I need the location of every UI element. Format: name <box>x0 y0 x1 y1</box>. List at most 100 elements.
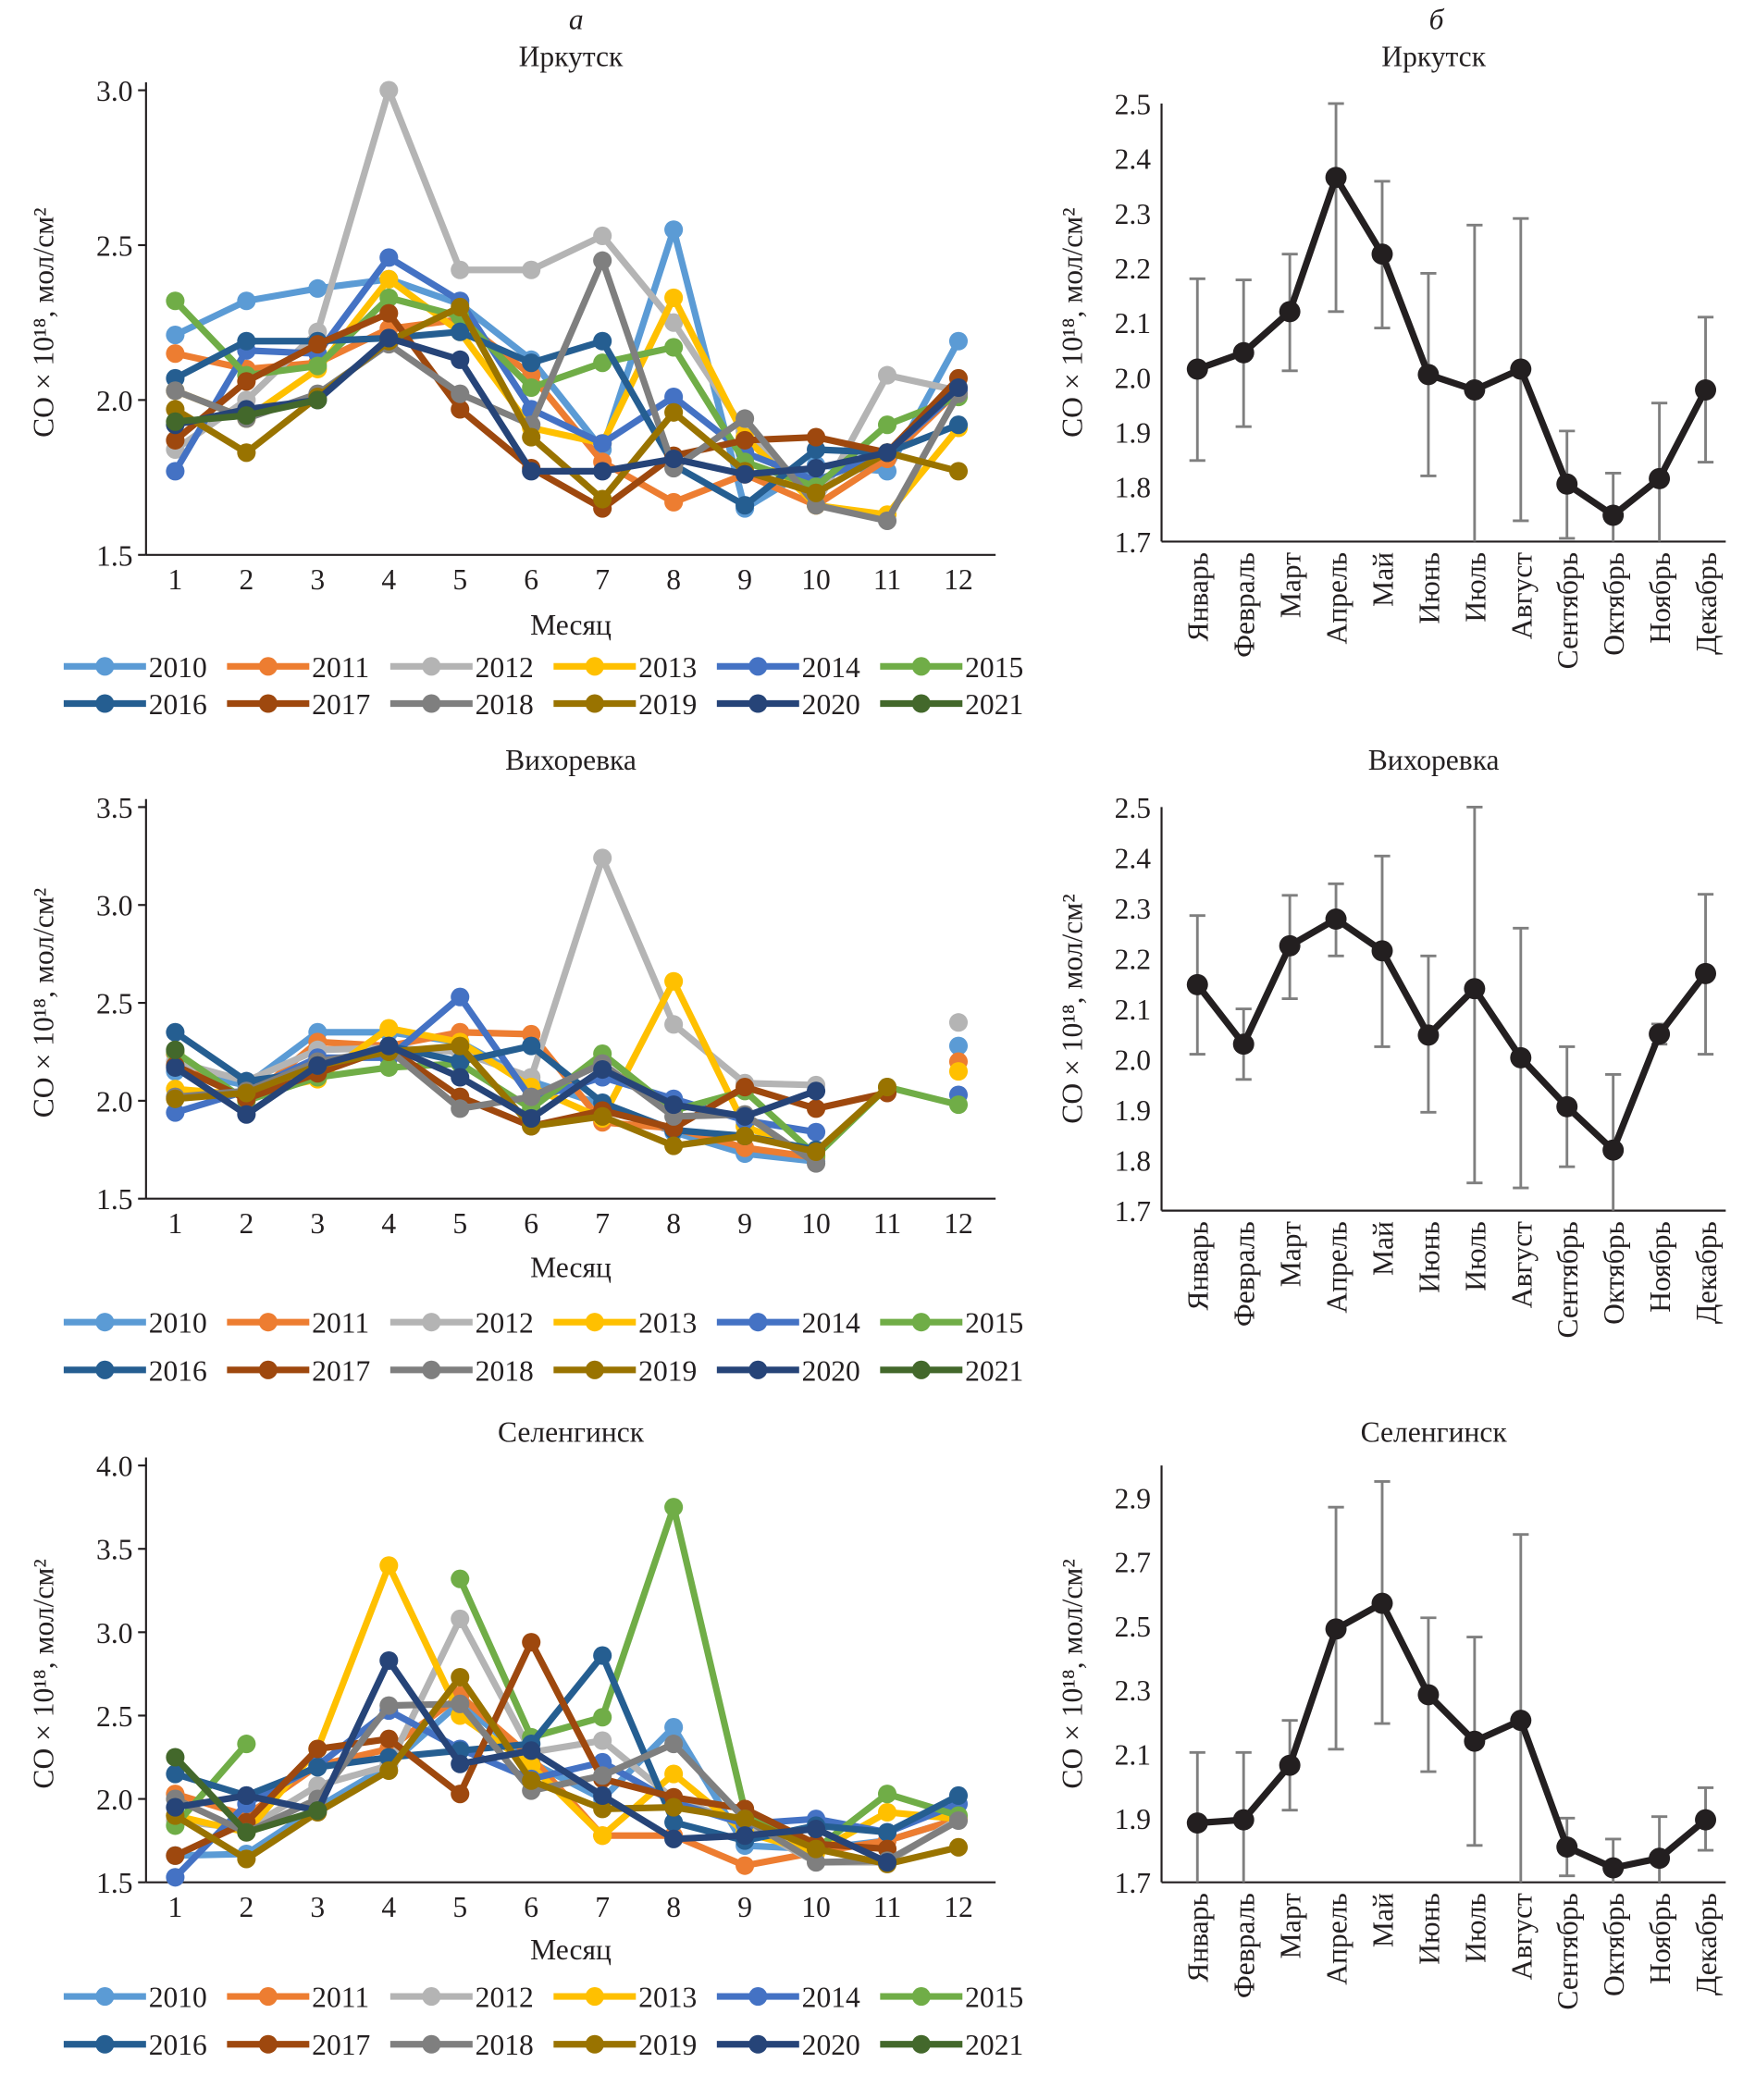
legend-label: 2016 <box>149 1354 207 1387</box>
chart-title: Селенгинск <box>498 1415 645 1448</box>
data-point <box>664 449 684 469</box>
legend-swatch-marker <box>911 1313 931 1332</box>
data-point <box>1279 301 1301 323</box>
data-point <box>877 415 897 435</box>
y-tick-label: 2.2 <box>1115 253 1151 285</box>
legend-label: 2019 <box>638 1354 697 1387</box>
data-point <box>877 511 897 531</box>
data-point <box>736 1810 755 1829</box>
y-axis-label: CO × 10¹⁸, мол/см² <box>27 888 59 1118</box>
x-tick-label: 10 <box>801 563 831 596</box>
panel-label-a: а <box>569 4 584 36</box>
x-tick-label: Апрель <box>1321 1893 1354 1985</box>
y-axis-label: CO × 10¹⁸, мол/см² <box>1056 1559 1088 1788</box>
data-point <box>522 377 541 398</box>
x-tick-label: 7 <box>595 563 610 596</box>
legend-swatch-marker <box>911 694 931 713</box>
data-point <box>308 356 328 376</box>
data-point <box>664 313 684 332</box>
y-tick-label: 2.1 <box>1115 1739 1151 1772</box>
y-tick-label: 3.0 <box>96 1617 132 1649</box>
legend-swatch-marker <box>748 657 768 676</box>
data-point <box>308 1056 328 1075</box>
data-point <box>166 1868 185 1887</box>
x-tick-label: 6 <box>524 1207 538 1240</box>
data-point <box>1279 1754 1301 1776</box>
series-2020 <box>166 1036 826 1128</box>
data-point <box>807 1819 826 1839</box>
data-point <box>237 291 256 311</box>
data-point <box>593 848 612 868</box>
legend-label: 2012 <box>476 1307 534 1340</box>
legend-label: 2017 <box>312 1354 370 1387</box>
y-tick-label: 2.5 <box>1115 1611 1151 1643</box>
x-tick-label: Май <box>1366 1893 1399 1947</box>
data-point <box>1417 1684 1440 1706</box>
x-tick-label: Сентябрь <box>1551 1221 1584 1338</box>
data-point <box>593 462 612 481</box>
data-point <box>664 1829 684 1848</box>
chart-3: Вихоревка 1.7 1.8 1.9 2.0 2.1 2.2 2.3 2.4 2.5 CO ×… <box>1056 744 1726 1339</box>
legend-label: 2020 <box>802 1354 860 1387</box>
data-point <box>379 328 399 348</box>
x-tick-label: Апрель <box>1321 552 1354 645</box>
x-tick-label: Сентябрь <box>1551 552 1584 669</box>
legend-label: 2014 <box>802 1982 860 2014</box>
data-point <box>948 1810 969 1831</box>
legend-swatch-marker <box>748 2034 768 2054</box>
legend-swatch-marker <box>95 1313 115 1332</box>
data-point <box>1371 243 1393 266</box>
data-point <box>593 1826 612 1846</box>
data-point <box>166 1846 185 1865</box>
legend-swatch-marker <box>258 694 278 713</box>
data-point <box>379 1650 399 1671</box>
data-point <box>948 1095 969 1115</box>
data-point <box>877 1785 897 1804</box>
x-tick-label: 2 <box>239 1207 253 1240</box>
data-point <box>664 1812 684 1832</box>
data-point <box>237 331 256 351</box>
data-point <box>593 251 612 270</box>
x-tick-label: 2 <box>239 563 253 596</box>
data-point <box>379 1019 399 1038</box>
legend-swatch-marker <box>422 2034 441 2054</box>
x-tick-label: 8 <box>666 563 681 596</box>
legend-label: 2015 <box>965 651 1023 684</box>
y-axis-label: CO × 10¹⁸, мол/см² <box>1056 207 1088 437</box>
x-tick-label: Ноябрь <box>1644 1221 1676 1313</box>
data-point <box>379 1556 399 1575</box>
y-tick-label: 2.5 <box>1115 88 1151 120</box>
data-point <box>379 1760 399 1780</box>
x-tick-label: 8 <box>666 1891 681 1923</box>
legend-label: 2015 <box>965 1307 1023 1340</box>
x-tick-label: Октябрь <box>1598 552 1630 656</box>
x-tick-label: 1 <box>168 1207 183 1240</box>
y-tick-label: 3.0 <box>96 890 132 922</box>
data-point <box>237 1822 256 1842</box>
data-point <box>593 1799 612 1819</box>
data-point <box>166 1022 185 1042</box>
y-tick-label: 2.4 <box>1115 842 1152 874</box>
x-tick-label: Март <box>1275 552 1307 618</box>
y-tick-label: 1.7 <box>1115 1195 1151 1228</box>
x-tick-label: 4 <box>381 1207 396 1240</box>
data-point <box>237 1849 256 1869</box>
data-point <box>877 1802 897 1822</box>
x-tick-label: Апрель <box>1321 1221 1354 1314</box>
legend-label: 2014 <box>802 1307 860 1340</box>
x-tick-label: Январь <box>1182 1221 1215 1311</box>
data-point <box>522 1771 541 1790</box>
data-point <box>451 1569 470 1588</box>
data-point <box>1695 962 1717 984</box>
data-point <box>166 381 185 401</box>
legend-label: 2012 <box>476 651 534 684</box>
legend-label: 2012 <box>476 1982 534 2014</box>
data-point <box>877 1078 897 1097</box>
chart-title: Вихоревка <box>505 744 637 776</box>
legend-label: 2019 <box>638 688 697 721</box>
legend-swatch-marker <box>95 2034 115 2054</box>
series-2021 <box>166 1040 185 1059</box>
x-tick-label: Август <box>1505 1893 1538 1980</box>
series-line <box>172 294 960 490</box>
